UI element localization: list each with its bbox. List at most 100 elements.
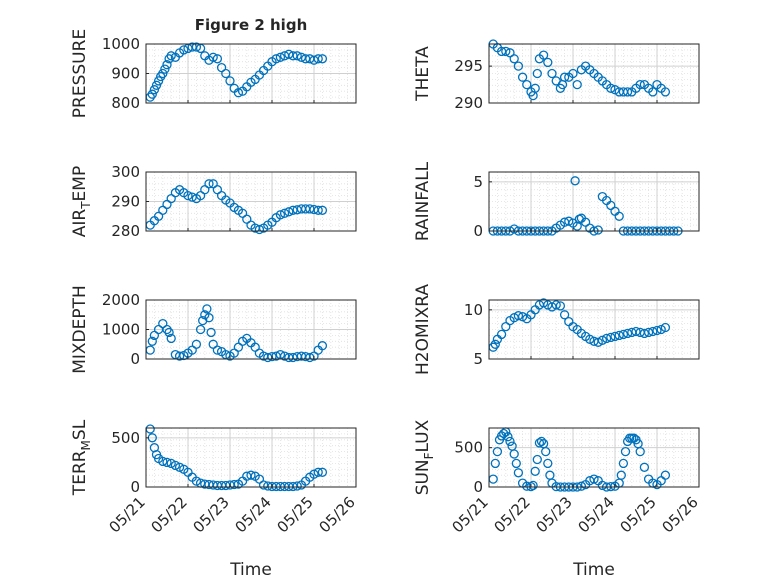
data-point — [572, 79, 582, 90]
data-point — [183, 190, 193, 201]
axes-box — [488, 427, 700, 488]
data-point — [166, 333, 176, 344]
y-tick-label: 295 — [454, 57, 483, 75]
y-tick-label: 290 — [111, 193, 140, 211]
data-point — [317, 205, 328, 215]
data-point — [166, 458, 176, 469]
data-point — [191, 339, 202, 349]
y-axis-label-part: EMP — [70, 166, 90, 202]
data-point — [153, 211, 164, 221]
data-point — [564, 216, 574, 226]
axes-box — [145, 427, 357, 488]
data-point — [576, 481, 587, 491]
data-point — [517, 312, 528, 322]
data-point — [648, 326, 658, 337]
data-point — [147, 89, 157, 99]
data-point — [313, 54, 323, 64]
x-axis-label-right: Time — [572, 560, 615, 580]
data-point — [547, 68, 557, 79]
data-point — [164, 327, 174, 338]
y-tick-label: 5 — [473, 350, 483, 368]
data-point — [275, 52, 286, 62]
data-point — [618, 458, 629, 469]
y-tick-label: 500 — [454, 439, 483, 457]
data-point — [317, 54, 328, 64]
data-point — [652, 325, 662, 336]
y-axis-label-part: M — [79, 440, 93, 450]
data-point — [162, 60, 172, 70]
data-point — [174, 351, 185, 361]
y-axis-label-part: F — [422, 452, 436, 459]
y-axis-label-part: T — [79, 201, 93, 210]
data-point — [254, 224, 265, 235]
data-point — [162, 324, 172, 335]
data-point — [225, 76, 235, 86]
data-point — [543, 458, 553, 469]
data-point — [606, 83, 616, 93]
data-point — [317, 467, 328, 477]
data-point — [170, 460, 181, 471]
data-point — [614, 330, 624, 341]
data-point — [284, 207, 294, 217]
axes-box — [488, 171, 700, 232]
data-point — [195, 324, 206, 335]
data-point — [513, 468, 524, 478]
y-axis-label: PRESSURE — [70, 29, 90, 118]
y-tick-label: 0 — [473, 222, 483, 240]
data-point — [620, 446, 631, 457]
y-axis-label: H2OMIXRA — [413, 284, 433, 375]
data-point — [597, 335, 608, 345]
data-point — [509, 224, 519, 234]
subplot-5: 0 1000 2000 MIXDEPTH — [70, 285, 357, 374]
data-point — [530, 83, 540, 93]
data-point — [509, 449, 519, 459]
subplot-6: 5 10 H2OMIXRA — [413, 284, 700, 375]
subplot-4: 0 5 RAINFALL — [413, 161, 700, 241]
y-tick-label: 290 — [454, 94, 483, 112]
data-point — [536, 436, 547, 447]
data-point — [501, 321, 511, 332]
data-point — [204, 313, 214, 323]
y-axis-label-part: MIXDEPTH — [70, 285, 90, 374]
data-point — [513, 61, 524, 71]
data-point — [622, 328, 633, 339]
data-point — [538, 50, 549, 60]
data-point — [610, 331, 620, 342]
data-point — [648, 87, 658, 97]
y-tick-label: 0 — [473, 478, 483, 496]
y-axis-label: TERRMSL — [70, 419, 93, 496]
data-point — [570, 176, 580, 186]
data-point — [505, 436, 515, 447]
data-point — [585, 334, 595, 344]
data-point — [509, 54, 519, 64]
data-point — [532, 68, 542, 79]
data-point — [538, 298, 549, 308]
data-point — [593, 337, 603, 347]
subplot-2: 290 295 THETA — [413, 39, 700, 112]
data-point — [559, 72, 570, 82]
data-point — [212, 54, 223, 64]
y-axis-label: RAINFALL — [413, 161, 433, 241]
data-point — [191, 476, 202, 486]
data-point — [656, 324, 666, 335]
y-axis-label: AIRTEMP — [70, 166, 93, 237]
data-point — [593, 225, 603, 235]
data-point — [490, 458, 500, 469]
y-axis-label-part: SL — [70, 419, 90, 440]
y-axis-label-part: AIR — [70, 209, 90, 238]
data-point — [511, 458, 521, 469]
subplot-1: 800 900 1000 PRESSURE — [70, 29, 357, 118]
data-point — [543, 57, 553, 68]
data-point — [275, 210, 286, 220]
data-point — [174, 462, 185, 472]
y-tick-label: 280 — [111, 222, 140, 240]
data-point — [541, 446, 551, 457]
data-point — [147, 336, 157, 346]
data-point — [614, 211, 624, 221]
data-point — [513, 311, 524, 321]
data-point — [233, 88, 244, 98]
data-point — [639, 462, 650, 472]
y-axis-label-part: LUX — [413, 419, 433, 452]
data-point — [496, 329, 507, 340]
